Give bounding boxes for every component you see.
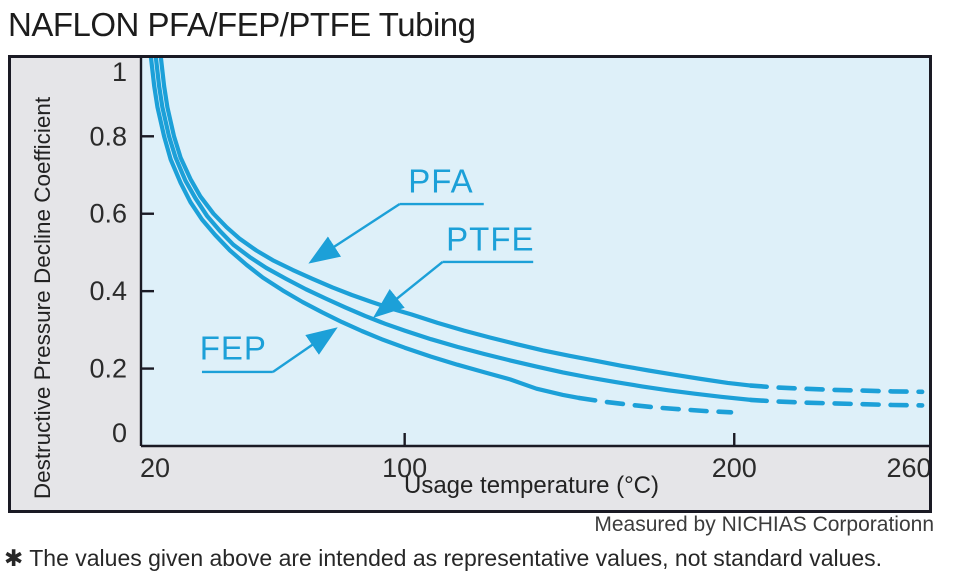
curve-pfa-dashed: [748, 383, 925, 395]
curve-ptfe: [153, 55, 925, 408]
y-tick-label: 0: [112, 418, 127, 448]
curve-fep: [148, 55, 734, 415]
annotation-pfa: PFA: [308, 162, 484, 264]
tubing-decline-chart: 0 0.2 0.4 0.6 0.8 1 20 100 200 260 Usage temperatu…: [8, 55, 932, 513]
page-title: NAFLON PFA/FEP/PTFE Tubing: [8, 6, 476, 43]
annotation-fep: FEP: [200, 327, 338, 374]
series-label-pfa: PFA: [408, 162, 473, 199]
x-tick-label: 200: [712, 453, 757, 483]
footnote: ✱ The values given above are intended as…: [4, 545, 883, 571]
leader-arrow: [372, 260, 444, 318]
curve-fep-solid: [148, 55, 582, 401]
curve-pfa: [158, 55, 925, 395]
leader-arrow: [272, 327, 338, 373]
axes: [139, 55, 932, 448]
y-tick-label: 1: [112, 57, 127, 87]
x-tick-label: 20: [140, 453, 170, 483]
measured-by-credit: Measured by NICHIAS Corporationn: [594, 513, 934, 536]
leader-arrow: [308, 203, 401, 264]
annotation-ptfe: PTFE: [372, 220, 534, 318]
y-tick-label: 0.8: [89, 121, 127, 151]
tick-labels: 0 0.2 0.4 0.6 0.8 1 20 100 200 260: [89, 57, 931, 483]
plot-area-background: [141, 55, 932, 446]
series-label-fep: FEP: [200, 330, 267, 367]
series-label-ptfe: PTFE: [446, 220, 534, 257]
y-axis-title: Destructive Pressure Decline Coefficient: [30, 96, 55, 499]
x-tick-label: 260: [886, 453, 931, 483]
curve-ptfe-dashed: [748, 397, 925, 408]
x-tick-label: 100: [382, 453, 427, 483]
y-tick-label: 0.2: [89, 354, 127, 384]
curve-pfa-solid: [158, 55, 753, 388]
y-tick-label: 0.4: [89, 276, 127, 306]
curve-ptfe-solid: [153, 55, 753, 402]
y-tick-label: 0.6: [89, 199, 127, 229]
x-axis-title: Usage temperature (°C): [404, 472, 659, 499]
curve-fep-dashed: [576, 395, 734, 415]
chart-border: [8, 55, 932, 513]
